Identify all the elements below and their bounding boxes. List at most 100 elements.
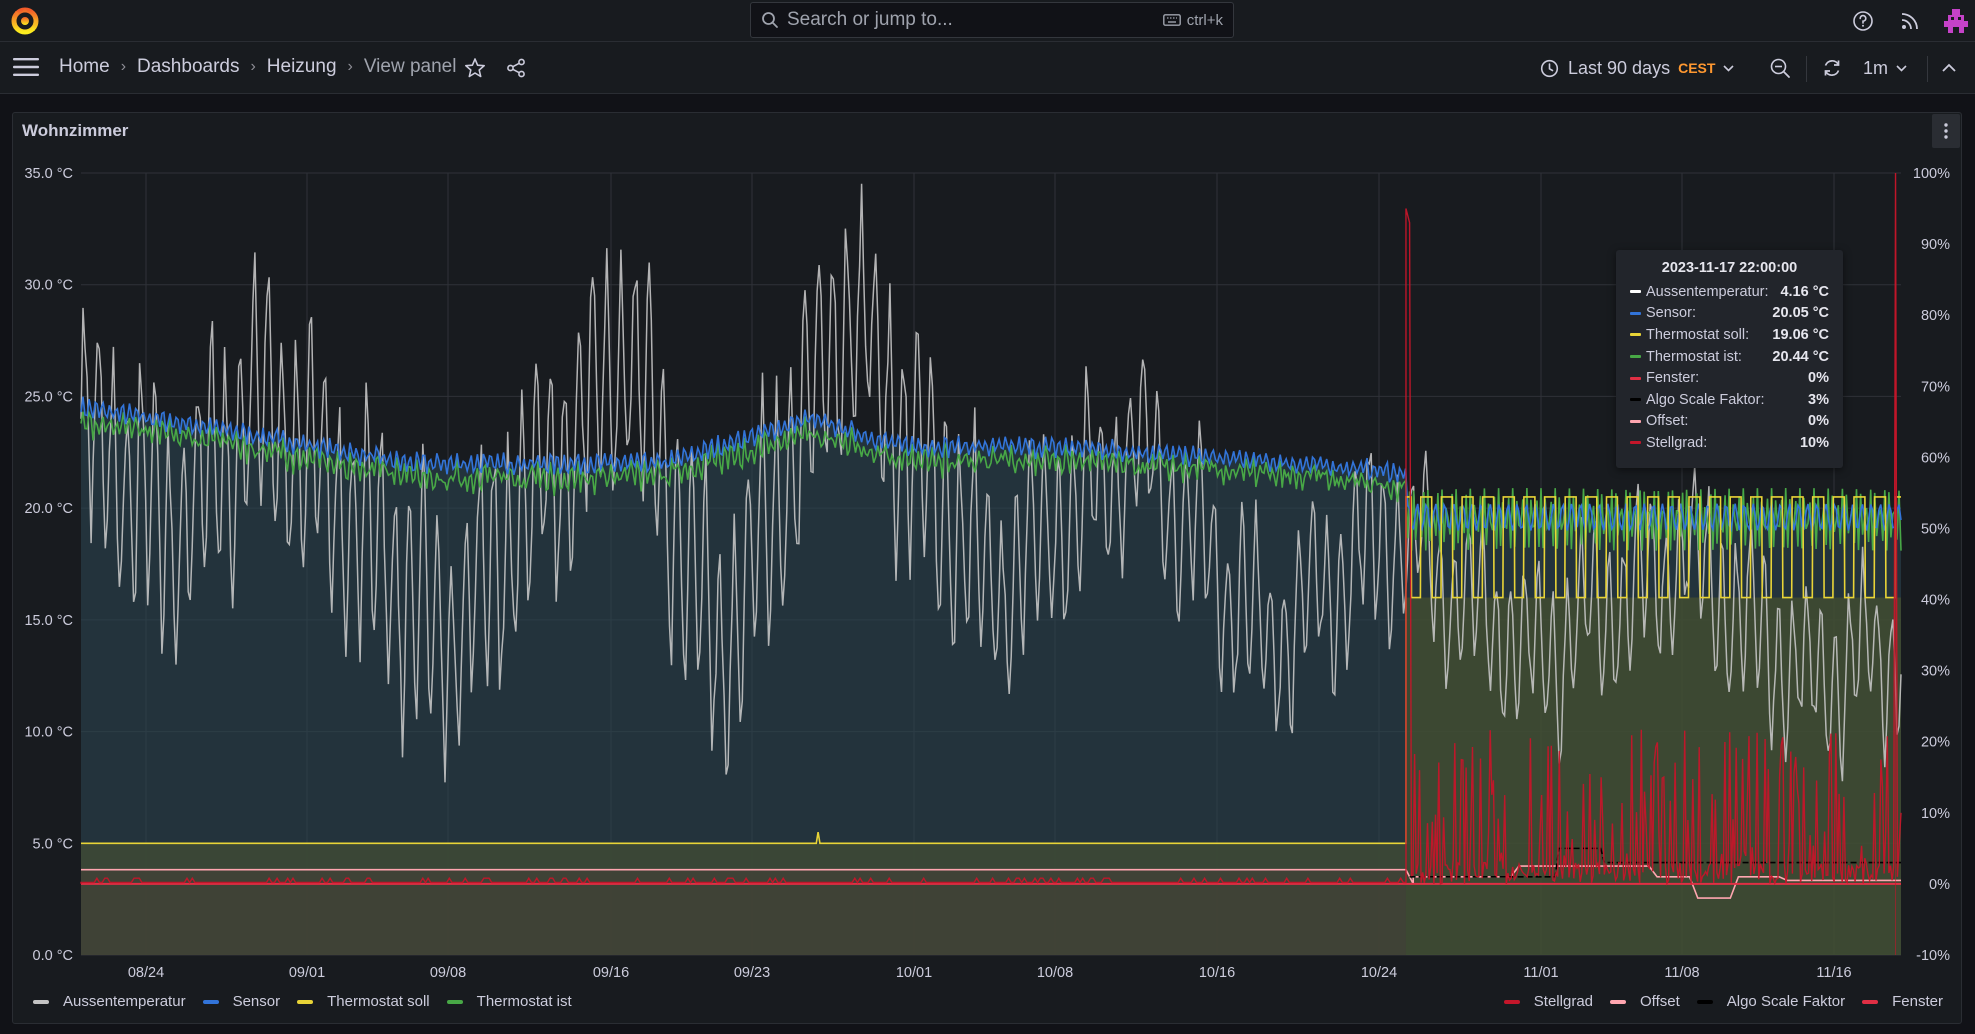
x-tick-label: 09/08 xyxy=(430,965,466,981)
tooltip-row: Aussentemperatur: 4.16 °C xyxy=(1630,281,1829,303)
breadcrumb-separator-icon: › xyxy=(250,58,256,75)
help-icon[interactable] xyxy=(1852,10,1874,32)
legend-label: Thermostat ist xyxy=(476,993,572,1010)
x-tick-label: 09/16 xyxy=(593,965,629,981)
x-tick-label: 10/01 xyxy=(896,965,932,981)
tooltip-label: Thermostat soll: xyxy=(1646,326,1750,343)
divider xyxy=(1806,56,1807,82)
legend-label: Thermostat soll xyxy=(327,993,430,1010)
y-left-tick-label: 10.0 °C xyxy=(24,725,73,741)
legend-item[interactable]: Thermostat soll xyxy=(297,993,430,1010)
tooltip-swatch xyxy=(1630,333,1641,337)
y-left-tick-label: 15.0 °C xyxy=(24,613,73,629)
legend-item[interactable]: Stellgrad xyxy=(1503,993,1593,1010)
x-tick-label: 10/08 xyxy=(1037,965,1073,981)
tooltip-value: 20.05 °C xyxy=(1772,305,1829,322)
top-bar: Search or jump to... ctrl+k xyxy=(0,0,1975,42)
legend-item[interactable]: Sensor xyxy=(202,993,280,1010)
breadcrumb-dashboards[interactable]: Dashboards xyxy=(137,56,240,77)
tooltip-swatch xyxy=(1630,398,1641,402)
tooltip-label: Thermostat ist: xyxy=(1646,348,1742,365)
x-tick-label: 10/16 xyxy=(1199,965,1235,981)
y-right-tick-label: 20% xyxy=(1921,735,1950,751)
panel-title: Wohnzimmer xyxy=(22,121,129,140)
y-left-tick-label: 5.0 °C xyxy=(33,836,73,852)
breadcrumb-view-panel: View panel xyxy=(363,56,457,77)
y-right-tick-label: 0% xyxy=(1929,877,1950,893)
series-line-thermostat-ist xyxy=(80,410,1902,551)
series-line-sensor xyxy=(80,396,1902,533)
tooltip-row: Thermostat soll: 19.06 °C xyxy=(1630,324,1829,346)
legend-item[interactable]: Algo Scale Faktor xyxy=(1696,993,1845,1010)
tooltip-swatch xyxy=(1630,441,1641,445)
y-right-tick-label: 30% xyxy=(1921,664,1950,680)
x-tick-label: 11/16 xyxy=(1816,965,1851,981)
more-vertical-icon xyxy=(1944,123,1948,139)
legend-left: Aussentemperatur Sensor Thermostat soll The… xyxy=(33,993,572,1010)
tooltip-rows: Aussentemperatur: 4.16 °C Sensor: 20.05 °C T… xyxy=(1630,281,1829,454)
legend-item[interactable]: Aussentemperatur xyxy=(33,993,186,1010)
panel-menu-button[interactable] xyxy=(1932,114,1960,148)
grafana-logo-icon[interactable] xyxy=(10,6,40,36)
y-right-tick-label: 70% xyxy=(1921,379,1950,395)
legend-item[interactable]: Fenster xyxy=(1862,993,1943,1010)
search-placeholder: Search or jump to... xyxy=(787,9,953,30)
tooltip-value: 4.16 °C xyxy=(1780,283,1829,300)
y-right-tick-label: 60% xyxy=(1921,450,1950,466)
news-feed-icon[interactable] xyxy=(1899,10,1921,32)
breadcrumb-home[interactable]: Home xyxy=(59,56,110,77)
tooltip-swatch xyxy=(1630,376,1641,380)
x-tick-label: 08/24 xyxy=(128,965,164,981)
tooltip-value: 19.06 °C xyxy=(1772,326,1829,343)
legend-swatch xyxy=(1503,999,1520,1004)
tooltip-label: Aussentemperatur: xyxy=(1646,283,1769,300)
x-tick-label: 11/08 xyxy=(1664,965,1699,981)
breadcrumb-heizung[interactable]: Heizung xyxy=(266,56,337,77)
tooltip-swatch xyxy=(1630,419,1641,423)
tooltip-row: Algo Scale Faktor: 3% xyxy=(1630,389,1829,411)
refresh-icon[interactable] xyxy=(1821,57,1843,79)
tooltip-row: Thermostat ist: 20.44 °C xyxy=(1630,346,1829,368)
legend-label: Fenster xyxy=(1892,993,1943,1010)
zoom-out-icon[interactable] xyxy=(1769,57,1791,79)
avatar[interactable] xyxy=(1942,7,1970,35)
share-icon[interactable] xyxy=(505,57,527,79)
y-right-tick-label: 50% xyxy=(1921,521,1950,537)
menu-icon[interactable] xyxy=(13,57,39,77)
breadcrumb-separator-icon: › xyxy=(347,58,353,75)
x-tick-label: 09/23 xyxy=(734,965,770,981)
tooltip-value: 0% xyxy=(1808,413,1829,430)
search-input[interactable]: Search or jump to... ctrl+k xyxy=(750,2,1234,38)
tooltip-label: Algo Scale Faktor: xyxy=(1646,391,1765,408)
chevron-up-icon[interactable] xyxy=(1941,60,1957,76)
time-range-picker[interactable]: Last 90 days CEST xyxy=(1540,54,1743,82)
legend-right: Stellgrad Offset Algo Scale Faktor Fenster xyxy=(1503,993,1943,1010)
tooltip-swatch xyxy=(1630,290,1641,294)
y-left-tick-label: 0.0 °C xyxy=(33,948,73,964)
legend-swatch xyxy=(33,999,49,1004)
star-icon[interactable] xyxy=(464,57,486,79)
time-series-chart[interactable]: 08/24 09/01 09/08 09/16 09/23 10/01 10/08 10/16… xyxy=(13,113,1963,1025)
legend-item[interactable]: Thermostat ist xyxy=(446,993,572,1010)
tooltip-row: Stellgrad: 10% xyxy=(1630,432,1829,454)
y-right-tick-label: 80% xyxy=(1921,308,1950,324)
tooltip-row: Offset: 0% xyxy=(1630,411,1829,433)
tooltip-value: 20.44 °C xyxy=(1772,348,1829,365)
tooltip-row: Fenster: 0% xyxy=(1630,367,1829,389)
y-right-tick-label: 10% xyxy=(1921,806,1950,822)
refresh-interval-picker[interactable]: 1m xyxy=(1863,54,1907,82)
y-right-tick-label: 90% xyxy=(1921,237,1950,253)
tooltip-label: Stellgrad: xyxy=(1646,434,1708,451)
series-line-stellgrad xyxy=(80,172,1902,887)
chart-tooltip: 2023-11-17 22:00:00 Aussentemperatur: 4.1… xyxy=(1616,250,1843,468)
legend-swatch xyxy=(297,999,314,1004)
breadcrumb: Home › Dashboards › Heizung › View panel xyxy=(59,56,456,78)
tooltip-row: Sensor: 20.05 °C xyxy=(1630,303,1829,325)
series-line-algo-scale-faktor xyxy=(1409,847,1901,878)
search-shortcut-label: ctrl+k xyxy=(1186,11,1223,29)
x-tick-label: 11/01 xyxy=(1523,965,1558,981)
tooltip-swatch xyxy=(1630,355,1641,359)
search-icon xyxy=(762,12,778,28)
search-shortcut: ctrl+k xyxy=(1162,11,1223,29)
legend-item[interactable]: Offset xyxy=(1610,993,1680,1010)
